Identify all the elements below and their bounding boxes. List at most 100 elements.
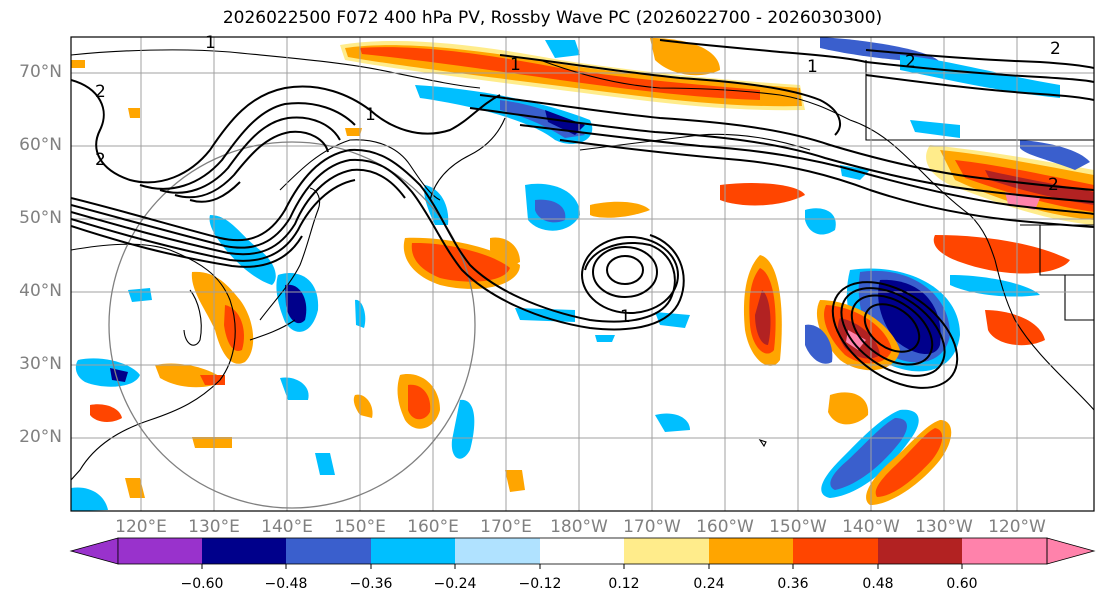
anomaly-blob [71, 487, 108, 511]
anomaly-blob [805, 208, 836, 235]
coastline-hawaii [758, 438, 767, 448]
anomaly-blob [505, 470, 525, 492]
pv-contour-line [831, 281, 959, 389]
pv-contour-line [519, 124, 1094, 215]
anomaly-blob [340, 40, 805, 111]
anomaly-blob [866, 420, 952, 505]
lat-label: 40°N [19, 281, 62, 301]
anomaly-blob [125, 478, 145, 498]
colorbar-tick-label: 0.60 [946, 576, 978, 592]
anomaly-blob [595, 335, 615, 342]
anomaly-blob [900, 55, 1060, 98]
colorbar-tick-label: −0.36 [349, 576, 393, 592]
lon-label: 130°E [188, 517, 240, 537]
anomaly-blob [424, 185, 449, 225]
pv-contour-line [865, 61, 1094, 83]
anomaly-blob [128, 288, 152, 302]
lon-label: 170°W [623, 517, 681, 537]
anomaly-blob [985, 310, 1045, 346]
pv-contour-line [469, 107, 1094, 203]
anomaly-blob [535, 199, 566, 223]
anomaly-blob [90, 404, 122, 422]
contour-label: 2 [95, 150, 106, 170]
contour-label: 1 [620, 307, 631, 327]
anomaly-blob [650, 38, 720, 76]
map-frame [70, 36, 1095, 512]
lon-label: 120°W [988, 517, 1046, 537]
anomaly-blob [821, 409, 919, 498]
pv-contour-line [71, 158, 685, 331]
pv-contour-line [559, 139, 1094, 228]
colorbar-segment [118, 538, 202, 564]
contour-label: 2 [1050, 39, 1061, 59]
anomaly-blob [200, 375, 225, 385]
coastline-japan [259, 187, 321, 321]
anomaly-blob [910, 120, 960, 138]
border-canada [865, 60, 1094, 141]
graticule [71, 37, 1094, 511]
lat-label: 70°N [19, 62, 62, 82]
colorbar-segment [371, 538, 455, 564]
pv-contour-line [189, 181, 241, 203]
lon-label: 160°E [407, 517, 459, 537]
colorbar-segment [962, 538, 1047, 564]
anomaly-blob [451, 399, 475, 459]
colorbar-extend-low [69, 537, 119, 565]
anomaly-blob [353, 394, 373, 418]
anomaly-blob [743, 255, 782, 366]
anomaly-blob [209, 215, 276, 285]
anomaly-blob [71, 60, 85, 68]
lon-label: 180°W [550, 517, 608, 537]
colorbar-segment [878, 538, 962, 564]
lat-label: 20°N [19, 427, 62, 447]
pv-contour-line [840, 287, 946, 377]
anomaly-blob [545, 110, 585, 135]
lon-label: 120°E [115, 517, 167, 537]
anomaly-blob [545, 40, 580, 58]
pv-contour-line [865, 49, 1094, 69]
pv-contour-line [71, 148, 676, 323]
contour-label: 2 [95, 82, 106, 102]
coastline-okhotsk [279, 139, 441, 201]
pv-contour-line [479, 94, 1094, 191]
colorbar-tick-label: −0.12 [518, 576, 562, 592]
anomaly-blob [128, 108, 140, 118]
contour-label: 1 [365, 105, 376, 125]
lon-label: 140°E [261, 517, 313, 537]
lat-label: 60°N [19, 135, 62, 155]
coastlines [71, 49, 1094, 481]
lat-label: 50°N [19, 208, 62, 228]
anomaly-blob [1020, 140, 1090, 170]
pv-contour-line [581, 236, 679, 314]
pv-contour-line [139, 102, 356, 190]
border-states [1039, 225, 1094, 276]
colorbar-tick-label: −0.48 [264, 576, 308, 592]
anomaly-blob [720, 183, 805, 206]
pv-contour-line [863, 303, 921, 353]
pv-contour-line [71, 168, 406, 256]
border-states-south [1064, 275, 1094, 321]
coastline-alaska-north [539, 59, 851, 121]
reference-circle [108, 141, 476, 509]
colorbar-segment [540, 538, 624, 564]
colorbar-extend-high [1046, 537, 1096, 565]
contour-label: 1 [510, 55, 521, 75]
colorbar-tick-label: −0.60 [180, 576, 224, 592]
anomaly-blob [315, 453, 335, 475]
pv-contour-line [850, 294, 934, 366]
anomaly-blob [933, 235, 1070, 274]
anomaly-blob [820, 37, 940, 62]
colorbar-tick-label: −0.24 [433, 576, 477, 592]
anomaly-blob [590, 201, 650, 218]
anomaly-blob [655, 413, 690, 432]
anomaly-blob [655, 312, 690, 328]
colorbar-tick-label: 0.24 [693, 576, 725, 592]
colorbar-segment [455, 538, 540, 564]
contour-label: 1 [205, 33, 216, 53]
coastline-arctic-asia [71, 49, 481, 89]
lon-label: 160°W [696, 517, 754, 537]
pv-contour-line [159, 116, 341, 194]
pv-contour-line [71, 225, 303, 268]
pv-contour-line [71, 179, 356, 262]
